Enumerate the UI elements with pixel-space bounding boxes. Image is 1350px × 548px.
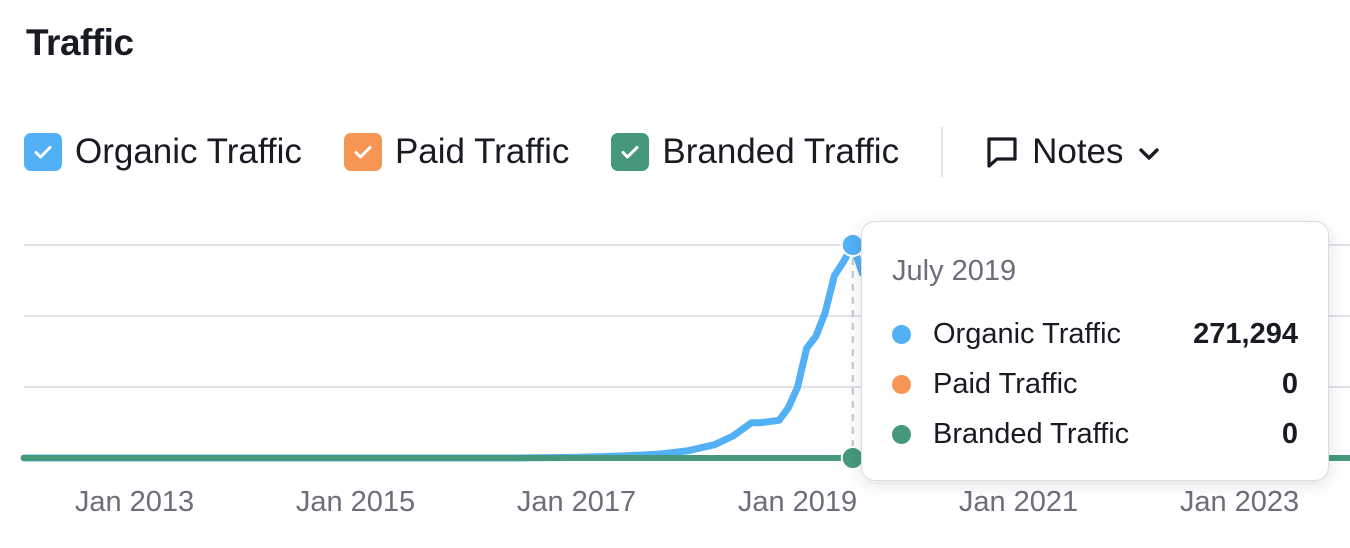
x-tick-label: Jan 2013 [75,486,194,518]
x-axis-ticks: Jan 2013 Jan 2015 Jan 2017 Jan 2019 Jan 2021… [75,486,1299,518]
tooltip-value-organic: 271,294 [1193,317,1298,350]
chevron-down-icon [1138,148,1159,160]
legend-label-organic-traffic: Organic Traffic [75,132,302,171]
chart-legend: Organic Traffic Paid Traffic Branded Tra… [24,126,1162,178]
legend-label-branded-traffic: Branded Traffic [662,132,900,171]
tooltip-row-branded-traffic: Branded Traffic 0 [892,414,1298,454]
tooltip-value-branded: 0 [1281,417,1298,450]
hover-tooltip: July 2019 Organic Traffic 271,294 Paid T… [861,221,1329,481]
branded-traffic-checkbox[interactable] [611,133,650,171]
notes-dropdown-button[interactable]: Notes [983,132,1161,172]
check-icon [354,146,372,159]
tooltip-row-paid-traffic: Paid Traffic 0 [892,364,1298,404]
legend-divider [941,127,944,177]
paid-traffic-checkbox[interactable] [343,133,382,171]
tooltip-name-branded: Branded Traffic [933,417,1130,450]
tooltip-row-organic-traffic: Organic Traffic 271,294 [892,314,1298,354]
series-line-organic-traffic [20,241,875,462]
hover-marker-layer [840,233,865,470]
check-icon [34,146,52,159]
page-title: Traffic [26,22,134,63]
tooltip-name-paid: Paid Traffic [933,367,1078,400]
x-tick-label: Jan 2015 [296,486,415,518]
tooltip-name-organic: Organic Traffic [933,317,1122,350]
legend-label-paid-traffic: Paid Traffic [394,132,570,171]
legend-item-organic-traffic[interactable]: Organic Traffic [24,132,302,172]
notes-label: Notes [1032,132,1124,171]
x-tick-label: Jan 2021 [959,486,1078,518]
legend-item-branded-traffic[interactable]: Branded Traffic [611,132,899,172]
x-tick-label: Jan 2017 [517,486,636,518]
legend-item-paid-traffic[interactable]: Paid Traffic [343,132,570,172]
x-tick-label: Jan 2019 [738,486,857,518]
tooltip-dot-paid [892,374,911,394]
x-tick-label: Jan 2023 [1180,486,1299,518]
tooltip-dot-organic [892,324,911,344]
tooltip-dot-branded [892,424,911,444]
tooltip-value-paid: 0 [1281,367,1298,400]
speech-bubble-icon [987,137,1017,168]
tooltip-date: July 2019 [892,255,1017,287]
check-icon [621,146,639,159]
organic-traffic-checkbox[interactable] [24,133,62,171]
